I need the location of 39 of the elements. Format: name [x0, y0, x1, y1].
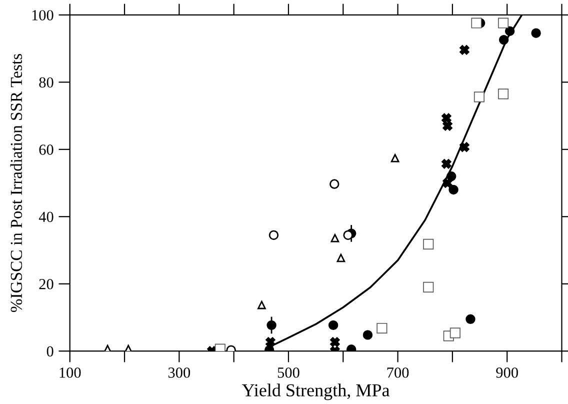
point	[448, 184, 458, 195]
x-tick-label: 100	[60, 367, 81, 378]
point	[266, 337, 276, 347]
y-tick-label: 100	[32, 10, 54, 20]
point	[266, 320, 276, 330]
point	[450, 328, 460, 338]
point	[343, 230, 353, 240]
y-axis-title: %IGSCC in Post Irradiation SSR Tests	[10, 54, 22, 312]
x-tick-label: 300	[168, 367, 190, 378]
point	[330, 234, 340, 242]
point	[268, 230, 279, 240]
point	[466, 314, 476, 324]
point	[362, 330, 373, 340]
point	[442, 121, 452, 131]
point	[328, 320, 338, 330]
point	[531, 28, 541, 38]
y-tick-label: 20	[39, 278, 54, 290]
x-tick-label: 700	[387, 367, 409, 378]
point	[498, 34, 509, 45]
point	[504, 26, 515, 36]
x-tick-label: 900	[496, 367, 518, 378]
y-tick-label: 60	[39, 144, 54, 155]
point	[258, 300, 266, 310]
x-tick-label: 500	[278, 367, 300, 378]
y-tick-label: 0	[46, 346, 54, 357]
point	[471, 18, 482, 28]
point	[330, 337, 340, 347]
point	[460, 45, 470, 55]
point	[460, 142, 470, 152]
point	[330, 179, 340, 189]
point	[474, 92, 485, 102]
point	[336, 254, 346, 262]
point	[442, 158, 452, 169]
y-tick-label: 40	[38, 212, 54, 222]
point	[442, 178, 452, 188]
point	[390, 154, 400, 162]
point	[442, 113, 452, 123]
y-tick-label: 80	[39, 77, 54, 88]
x-axis-title: Yield Strength, MPa	[242, 384, 390, 400]
